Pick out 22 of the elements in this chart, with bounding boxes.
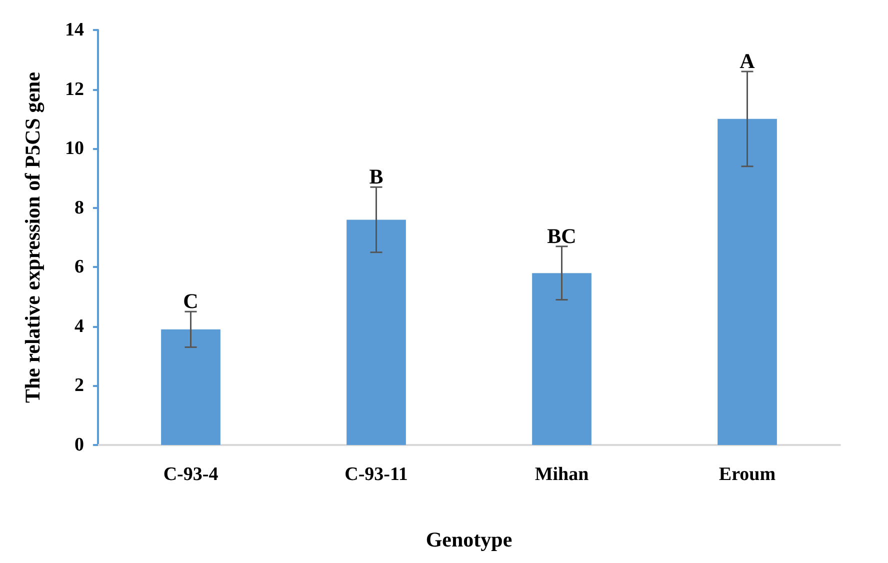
annotation: B — [369, 164, 384, 189]
y-axis-title: The relative expression of P5CS gene — [20, 72, 44, 404]
annotation: C — [183, 289, 198, 314]
x-tick-label: Mihan — [534, 464, 590, 485]
y-tick-label: 14 — [65, 20, 84, 40]
y-tick-label: 6 — [74, 256, 84, 278]
x-tick-label: C-93-4 — [163, 464, 219, 485]
bar — [532, 273, 592, 445]
y-tick-label: 8 — [74, 197, 84, 218]
bar — [346, 220, 406, 445]
bar — [718, 118, 777, 445]
bar — [161, 329, 220, 445]
x-axis-title: Genotype — [426, 528, 512, 552]
y-tick-label: 2 — [74, 375, 84, 396]
y-tick-label: 12 — [65, 78, 84, 100]
x-tick-label: C-93-11 — [344, 464, 408, 485]
x-tick-label: Eroum — [718, 464, 776, 485]
y-tick-label: 10 — [65, 138, 84, 160]
y-tick-label: 4 — [74, 316, 84, 337]
annotation: A — [740, 49, 756, 73]
y-tick-label: 0 — [74, 434, 84, 456]
annotation: BC — [547, 224, 576, 248]
